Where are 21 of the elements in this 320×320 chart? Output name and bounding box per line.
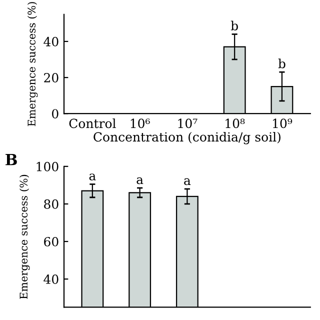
y-tick-label: 60	[44, 236, 58, 246]
y-tick-label: 100	[36, 162, 58, 172]
y-tick-label: 80	[44, 199, 58, 209]
annotation: a	[136, 177, 144, 184]
y-tick-label: 0	[52, 109, 58, 119]
annotation: a	[89, 174, 96, 180]
x-tick-label: 10⁸	[226, 118, 245, 128]
annotation: b	[278, 58, 286, 68]
x-tick-label: 10⁷	[178, 118, 198, 128]
annotation: a	[184, 178, 191, 186]
x-tick-label: 10⁶	[130, 118, 150, 128]
y-tick-label: 40	[44, 274, 58, 284]
y-tick-label: 20	[44, 73, 58, 82]
x-tick-label: 10⁹	[273, 118, 292, 128]
x-tick-label: Control	[69, 118, 116, 128]
x-axis-title: Concentration (conidia/g soil)	[94, 132, 280, 144]
annotation: b	[230, 20, 238, 30]
y-axis-title: Emergence success (%)	[27, 2, 38, 126]
y-axis-title: Emergence success (%)	[19, 174, 30, 299]
y-tick-label: 40	[44, 36, 58, 46]
chart-title: B	[6, 154, 17, 166]
